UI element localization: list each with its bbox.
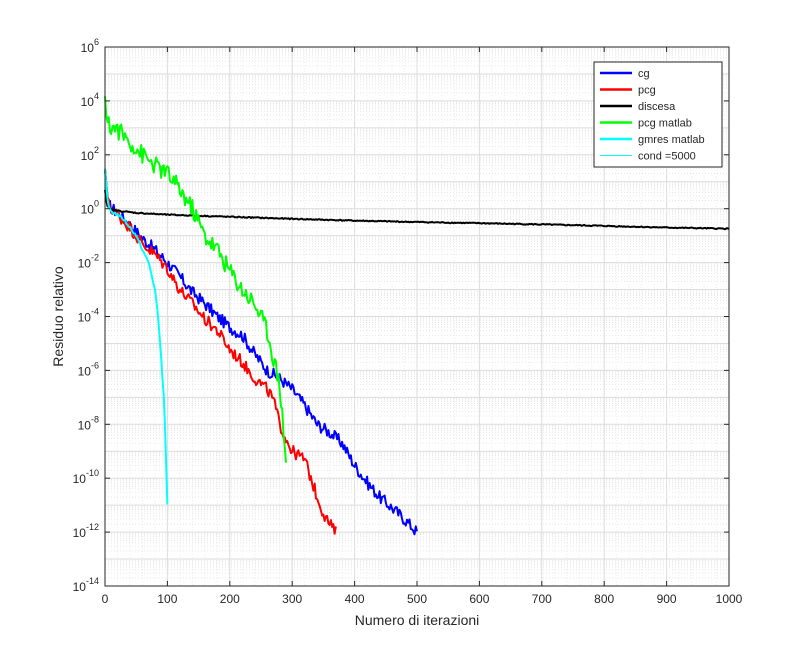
x-axis-label: Numero di iterazioni [355,612,480,628]
y-tick-exponent: -10 [86,468,99,478]
y-tick-exponent: 2 [94,145,99,155]
y-tick-base: 10 [73,526,87,540]
y-tick-exponent: -2 [91,253,99,263]
y-tick-label: 10-4 [78,307,99,325]
y-tick-label: 10-10 [73,468,99,486]
x-tick-label: 800 [594,592,614,606]
y-tick-base: 10 [78,257,92,271]
y-tick-base: 10 [81,203,95,217]
y-tick-label: 10-12 [73,522,99,540]
y-tick-base: 10 [73,580,87,594]
y-tick-base: 10 [81,41,95,55]
y-tick-label: 10-14 [73,576,99,594]
x-tick-label: 1000 [716,592,743,606]
series-line-pcg-matlab [104,96,287,463]
series-line-gmres-matlab [104,168,169,505]
legend-label: cond =5000 [638,151,696,163]
series-lines [104,96,730,536]
y-tick-label: 104 [81,91,99,109]
x-tick-label: 600 [469,592,489,606]
x-tick-label: 300 [282,592,302,606]
y-tick-label: 106 [81,37,99,55]
y-tick-base: 10 [81,95,95,109]
legend-label: pcg [638,85,656,97]
y-tick-exponent: -8 [91,414,99,424]
y-tick-exponent: 4 [94,91,99,101]
series-line-discesa [104,189,730,231]
axis-ticks: 0 100 200 300 400 500 600 700 800 900 100010-1410-… [73,37,743,606]
legend-label: cg [638,68,650,80]
x-tick-label: 700 [532,592,552,606]
y-tick-exponent: -4 [91,307,99,317]
x-tick-label: 200 [220,592,240,606]
legend-box [593,61,723,168]
x-tick-label: 900 [657,592,677,606]
y-tick-base: 10 [81,149,95,163]
x-tick-label: 100 [157,592,177,606]
legend-label: discesa [638,101,676,113]
y-tick-exponent: 0 [94,199,99,209]
x-tick-label: 500 [407,592,427,606]
legend-label: gmres matlab [638,134,705,146]
y-tick-exponent: -6 [91,360,99,370]
y-tick-label: 10-2 [78,253,99,271]
series-line-cg [104,168,418,536]
series-line-pcg [104,168,337,535]
y-tick-base: 10 [78,418,92,432]
legend: cg pcg discesa pcg matlab gmres matlab cond =… [593,61,723,168]
legend-label: pcg matlab [638,118,692,130]
y-tick-base: 10 [78,311,92,325]
x-tick-label: 0 [102,592,109,606]
y-axis-label: Residuo relativo [50,266,66,367]
y-tick-base: 10 [78,364,92,378]
y-tick-exponent: 6 [94,37,99,47]
y-tick-label: 10-8 [78,414,99,432]
y-tick-exponent: -14 [86,576,99,586]
y-tick-label: 102 [81,145,99,163]
y-tick-label: 100 [81,199,99,217]
y-tick-label: 10-6 [78,360,99,378]
x-tick-label: 400 [345,592,365,606]
y-tick-exponent: -12 [86,522,99,532]
y-tick-base: 10 [73,472,87,486]
